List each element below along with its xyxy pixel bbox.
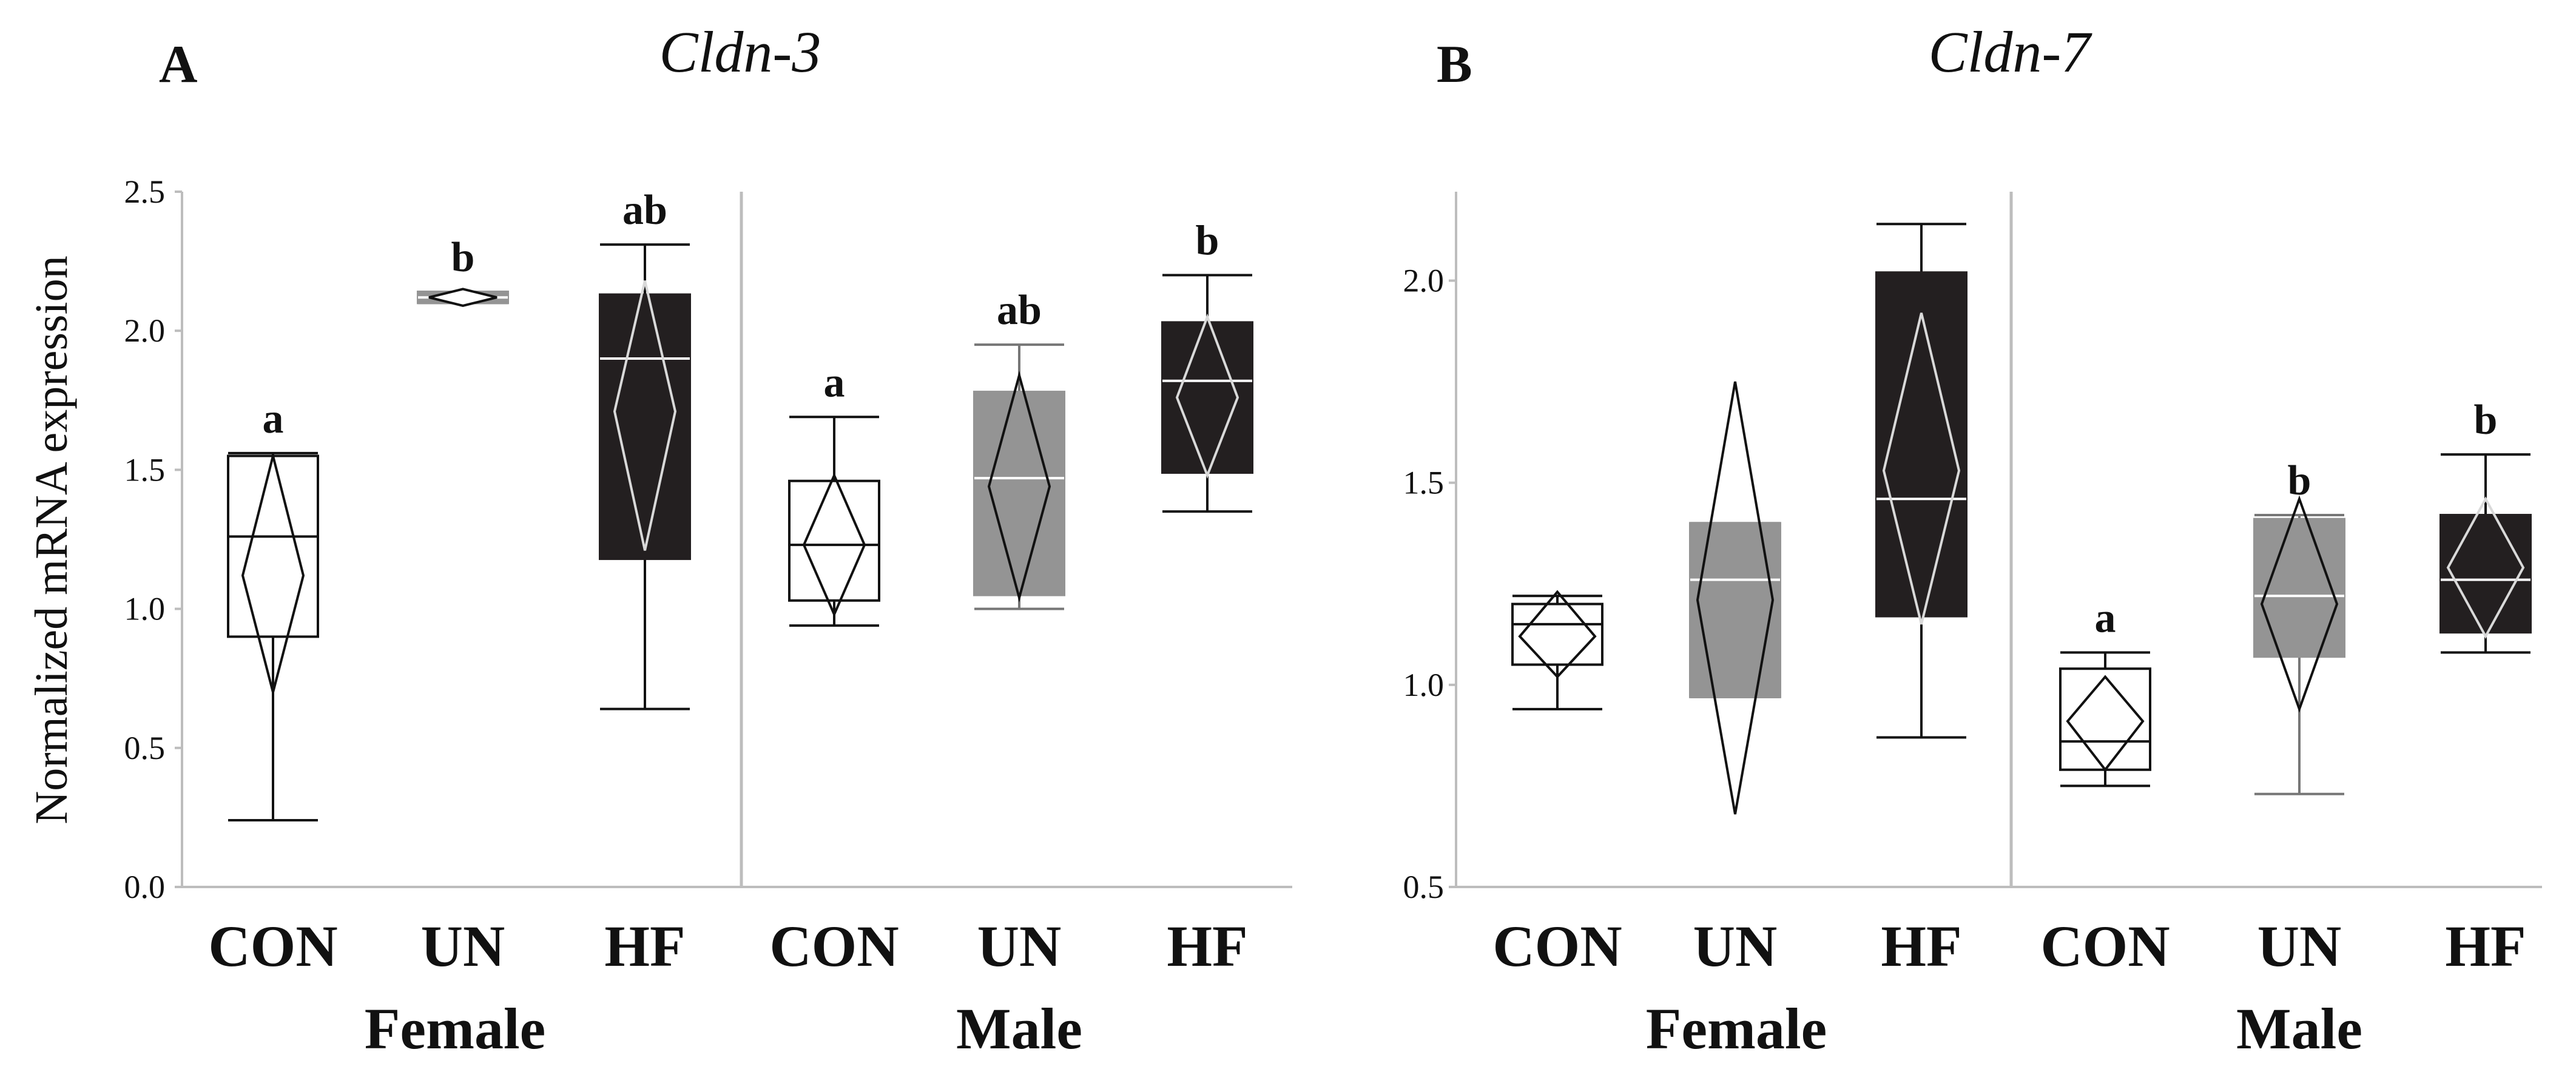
- iqr-box: [973, 391, 1065, 596]
- iqr-box: [227, 454, 319, 638]
- category-label-con: CON: [769, 914, 899, 979]
- significance-letter: b: [2288, 457, 2311, 504]
- y-tick-label: 2.0: [1403, 263, 1445, 299]
- mean-diamond: [428, 288, 497, 308]
- y-tick-label: 0.5: [1403, 869, 1445, 905]
- y-tick-label: 1.0: [124, 591, 166, 627]
- significance-letter: a: [824, 359, 845, 406]
- y-tick-label: 2.0: [124, 312, 166, 349]
- box-female-con: a: [227, 396, 319, 821]
- box-male-con: a: [788, 359, 880, 627]
- box-male-hf: b: [2439, 397, 2532, 654]
- category-label-un: UN: [421, 914, 505, 979]
- mean-diamond: [2260, 495, 2339, 713]
- box-female-hf: [1875, 223, 1967, 739]
- mean-diamond: [241, 455, 305, 698]
- y-tick-label: 1.5: [124, 451, 166, 488]
- panel-title-cldn-3: Cldn-3: [659, 19, 821, 84]
- panel-title-cldn-7: Cldn-7: [1929, 19, 2093, 84]
- significance-letter: ab: [997, 287, 1042, 334]
- significance-letter: b: [2474, 397, 2498, 443]
- box-male-con: a: [2059, 595, 2151, 787]
- iqr-box: [599, 293, 691, 561]
- category-label-hf: HF: [2445, 914, 2526, 979]
- group-label-female: Female: [1646, 996, 1827, 1061]
- y-axis-title: Normalized mRNA expression: [26, 255, 77, 824]
- mean-diamond: [2066, 675, 2145, 772]
- box-male-un: b: [2253, 457, 2345, 795]
- mean-diamond: [2446, 496, 2525, 639]
- mean-diamond: [1696, 381, 1775, 815]
- box-male-hf: b: [1161, 218, 1253, 513]
- category-label-un: UN: [977, 914, 1062, 979]
- category-label-con: CON: [2040, 914, 2170, 979]
- iqr-box: [1689, 522, 1781, 698]
- group-label-male: Male: [2236, 996, 2362, 1061]
- mean-diamond: [802, 472, 866, 618]
- box-female-hf: ab: [599, 187, 691, 710]
- iqr-box: [788, 479, 880, 602]
- panel-letter-a: A: [159, 35, 198, 94]
- y-tick-label: 1.0: [1403, 667, 1445, 703]
- box-female-un: b: [417, 234, 509, 308]
- category-label-un: UN: [1693, 914, 1778, 979]
- group-label-female: Female: [365, 996, 546, 1061]
- iqr-box: [1875, 271, 1967, 618]
- significance-letter: a: [263, 396, 284, 442]
- mean-diamond: [1518, 590, 1597, 679]
- y-tick-label: 0.0: [124, 869, 166, 905]
- mean-diamond: [1175, 313, 1239, 479]
- category-label-hf: HF: [1881, 914, 1961, 979]
- y-tick-label: 1.5: [1403, 465, 1445, 501]
- box-female-con: [1511, 590, 1603, 710]
- significance-letter: b: [451, 234, 475, 281]
- y-tick-label: 0.5: [124, 730, 166, 766]
- y-tick-label: 2.5: [124, 174, 166, 210]
- box-female-un: [1689, 381, 1781, 815]
- category-label-hf: HF: [604, 914, 685, 979]
- iqr-box: [2059, 667, 2151, 771]
- category-label-un: UN: [2257, 914, 2342, 979]
- category-label-hf: HF: [1167, 914, 1247, 979]
- category-label-con: CON: [208, 914, 337, 979]
- iqr-box: [2439, 514, 2532, 634]
- significance-letter: a: [2095, 595, 2116, 642]
- iqr-box: [2253, 517, 2345, 658]
- mean-diamond: [613, 280, 677, 551]
- significance-letter: ab: [622, 187, 667, 234]
- panel-letter-b: B: [1437, 35, 1472, 94]
- significance-letter: b: [1196, 218, 1219, 265]
- iqr-box: [1511, 602, 1603, 666]
- panel-b: B Cldn-7 0.5 1.0 1.5 2.0 a b b CON UN HF Female CON…: [1403, 19, 2542, 1061]
- mean-diamond: [1882, 312, 1961, 625]
- box-male-un: ab: [973, 287, 1065, 610]
- mean-diamond: [987, 370, 1051, 602]
- group-label-male: Male: [956, 996, 1082, 1061]
- category-label-con: CON: [1492, 914, 1622, 979]
